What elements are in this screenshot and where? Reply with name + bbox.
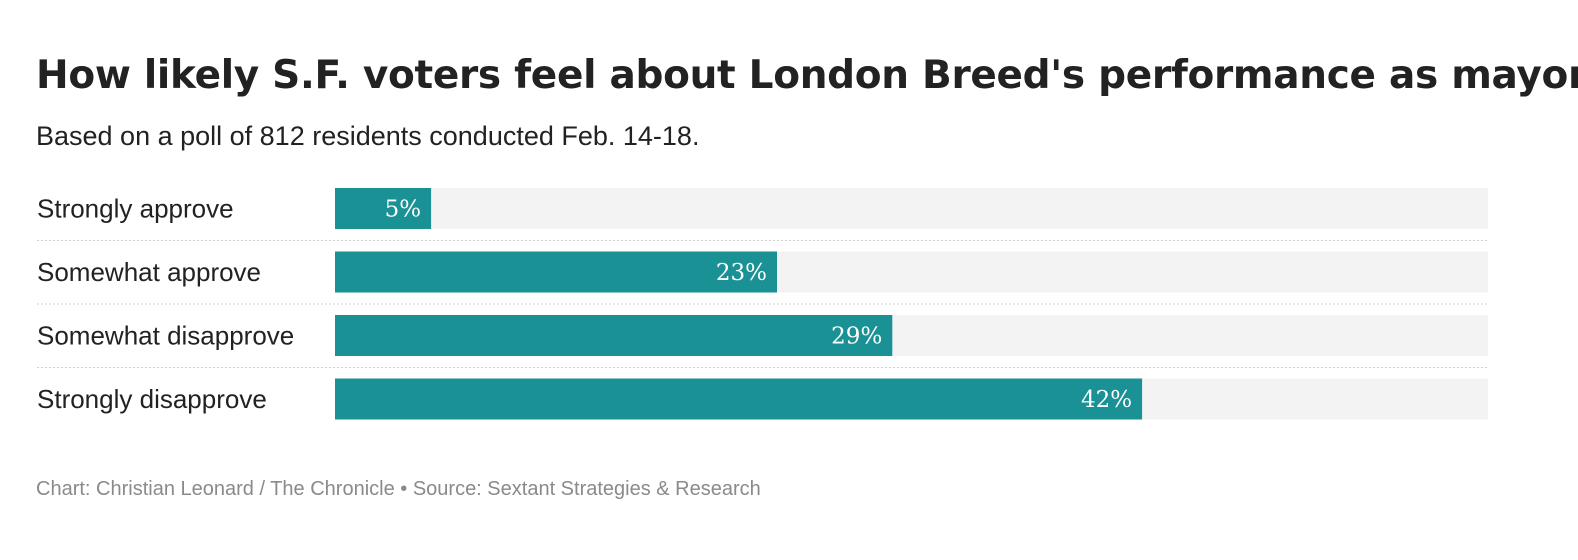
data-label: 29% — [831, 324, 882, 350]
bar-track — [335, 188, 1488, 229]
data-label: 23% — [716, 260, 767, 286]
chart-title: How likely S.F. voters feel about London… — [36, 53, 1578, 98]
category-label: Strongly approve — [37, 194, 234, 224]
chart-subtitle: Based on a poll of 812 residents conduct… — [36, 121, 700, 151]
category-label: Strongly disapprove — [37, 384, 267, 414]
bar — [335, 378, 1143, 420]
category-label: Somewhat disapprove — [37, 321, 294, 351]
data-label: 5% — [385, 197, 422, 223]
bar-row: Strongly disapprove 42% — [37, 378, 1488, 420]
bar — [335, 188, 432, 229]
bar — [335, 251, 777, 293]
bar-row: Somewhat approve 23% — [37, 251, 1488, 305]
category-label: Somewhat approve — [37, 257, 261, 287]
bar-row: Somewhat disapprove 29% — [37, 315, 1488, 368]
bar-chart: Strongly approve 5%Somewhat approve 23%Som… — [37, 188, 1488, 420]
data-label: 42% — [1081, 387, 1132, 413]
bar — [335, 315, 893, 356]
bar-row: Strongly approve 5% — [37, 188, 1488, 241]
chart-credit: Chart: Christian Leonard / The Chronicle… — [36, 478, 761, 500]
